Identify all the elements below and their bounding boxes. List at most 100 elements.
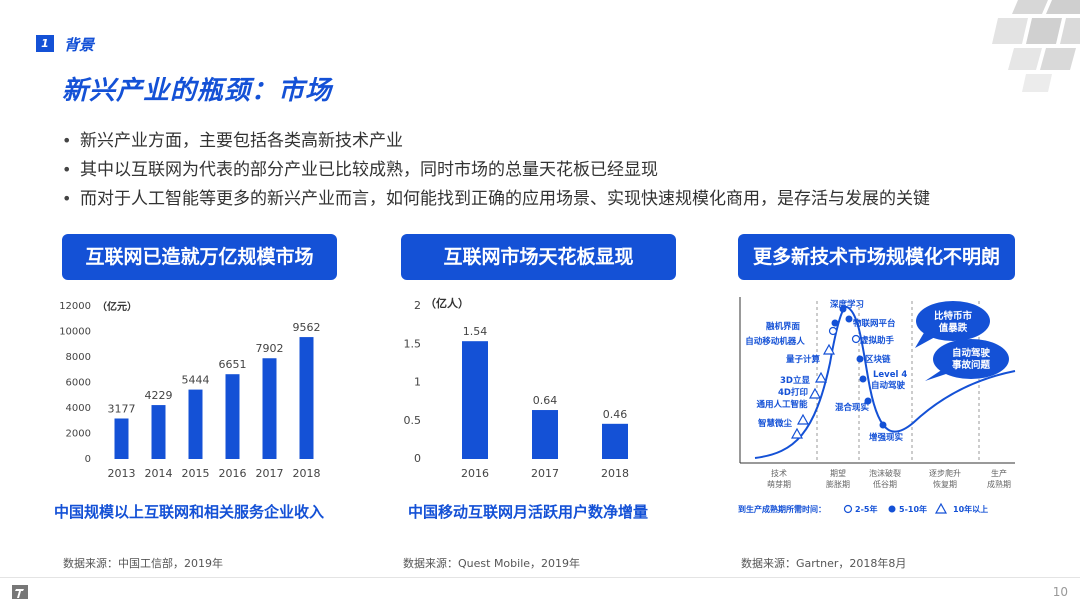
phase-label: 低谷期 xyxy=(873,479,897,489)
y-tick-label: 8000 xyxy=(66,352,91,363)
hype-cycle-diagram: 融机界面 自动移动机器人 量子计算 3D立显 4D打印 通用人工智能 智慧微尘 … xyxy=(738,297,1016,514)
y-tick-label: 1.5 xyxy=(404,337,422,350)
y-tick-label: 0 xyxy=(414,452,421,465)
brand-logo xyxy=(12,585,28,599)
bar xyxy=(151,405,166,459)
x-tick-label: 2015 xyxy=(182,467,210,480)
y-tick-label: 0 xyxy=(85,454,91,465)
svg-text:自动驾驶: 自动驾驶 xyxy=(952,347,991,359)
y-tick-label: 1 xyxy=(414,376,421,389)
open-circle-marker xyxy=(828,326,838,336)
hype-label: 深度学习 xyxy=(830,299,864,310)
callout-bubble-bitcoin: 比特币市 值暴跌 xyxy=(915,301,990,348)
phase-label: 技术 xyxy=(771,468,787,478)
x-tick-label: 2017 xyxy=(256,467,284,480)
bar xyxy=(114,418,129,459)
y-tick-label: 2000 xyxy=(66,429,91,440)
open-circle-marker xyxy=(851,334,861,344)
y-tick-label: 0.5 xyxy=(404,414,422,427)
bullet-item: • 而对于人工智能等更多的新兴产业而言，如何能找到正确的应用场景、实现快速规模化商… xyxy=(62,189,930,209)
phase-label: 期望 xyxy=(830,468,846,478)
bullet-list: • 新兴产业方面，主要包括各类高新技术产业 • 其中以互联网为代表的部分产业已比较成… xyxy=(62,126,930,213)
filled-circle-marker xyxy=(864,397,872,405)
y-tick-label: 4000 xyxy=(66,403,91,414)
filled-circle-marker xyxy=(831,319,839,327)
bar xyxy=(225,374,240,459)
y-tick-label: 6000 xyxy=(66,378,91,389)
bar xyxy=(602,423,628,459)
hype-label: 增强现实 xyxy=(869,432,904,443)
svg-text:5-10年: 5-10年 xyxy=(899,504,927,514)
hype-label: 3D立显 xyxy=(780,375,810,386)
hype-label: 混合现实 xyxy=(835,402,870,413)
section-number: 1 xyxy=(36,35,54,52)
filled-circle-marker xyxy=(856,355,864,363)
phase-label: 萌芽期 xyxy=(767,479,791,489)
bullet-item: • 新兴产业方面，主要包括各类高新技术产业 xyxy=(62,131,403,151)
filled-circle-marker xyxy=(879,421,887,429)
svg-text:2-5年: 2-5年 xyxy=(855,504,877,514)
triangle-marker xyxy=(822,343,836,355)
x-tick-label: 2016 xyxy=(461,467,489,480)
hype-label: 融机界面 xyxy=(766,321,801,332)
triangle-marker xyxy=(814,371,828,383)
value-label: 4229 xyxy=(145,389,173,402)
value-label: 0.46 xyxy=(603,408,628,421)
hype-label: 自动移动机器人 xyxy=(745,336,805,347)
value-label: 3177 xyxy=(108,402,136,415)
value-label: 1.54 xyxy=(463,325,488,338)
hype-label: 智慧微尘 xyxy=(757,418,793,429)
x-tick-label: 2018 xyxy=(293,467,321,480)
phase-label: 生产 xyxy=(991,468,1007,478)
bar xyxy=(299,337,314,459)
bar xyxy=(188,389,203,459)
panel3-source: 数据来源：Gartner，2018年8月 xyxy=(741,557,907,570)
revenue-bar-chart: （亿元） 0 2000 4000 6000 8000 10000 12000 3177 2013 4… xyxy=(59,300,321,480)
x-tick-label: 2016 xyxy=(219,467,247,480)
footer-divider xyxy=(0,577,1080,578)
hype-label: 虚拟助手 xyxy=(860,335,895,346)
value-label: 0.64 xyxy=(533,394,558,407)
bar xyxy=(532,410,558,459)
hype-label: 4D打印 xyxy=(778,387,808,398)
panel1-caption: 中国规模以上互联网和相关服务企业收入 xyxy=(54,503,325,521)
svg-text:事故问题: 事故问题 xyxy=(952,359,991,371)
hype-label: Level 4 xyxy=(873,370,907,380)
corner-decoration xyxy=(992,0,1080,92)
value-label: 5444 xyxy=(182,374,210,387)
panel3-header: 更多新技术市场规模化不明朗 xyxy=(738,234,1015,280)
panel1-header: 互联网已造就万亿规模市场 xyxy=(62,234,337,280)
y-tick-label: 12000 xyxy=(59,301,91,312)
hype-label: 物联网平台 xyxy=(853,318,896,329)
svg-text:到生产成熟期所需时间：: 到生产成熟期所需时间： xyxy=(738,504,826,514)
page-number: 10 xyxy=(1052,585,1068,599)
mau-increase-bar-chart: （亿人） 0 0.5 1 1.5 2 1.54 2016 0.64 2017 0.46 2018 xyxy=(404,296,630,480)
bar xyxy=(262,358,277,459)
hype-label: 自动驾驶 xyxy=(871,380,906,391)
panel2-header: 互联网市场天花板显现 xyxy=(401,234,676,280)
x-tick-label: 2013 xyxy=(108,467,136,480)
hype-label: 区块链 xyxy=(865,354,891,365)
phase-label: 膨胀期 xyxy=(826,479,850,489)
filled-circle-marker xyxy=(839,305,847,313)
page-title: 新兴产业的瓶颈：市场 xyxy=(62,76,333,106)
panel2-source: 数据来源：Quest Mobile，2019年 xyxy=(403,557,581,570)
filled-circle-marker xyxy=(845,315,853,323)
phase-label: 成熟期 xyxy=(987,479,1011,489)
x-tick-label: 2017 xyxy=(531,467,559,480)
x-tick-label: 2018 xyxy=(601,467,629,480)
hype-label: 量子计算 xyxy=(786,354,821,365)
bar xyxy=(462,341,488,459)
panel2-caption: 中国移动互联网月活跃用户数净增量 xyxy=(408,503,649,521)
svg-text:比特币市: 比特币市 xyxy=(934,310,973,322)
filled-circle-marker xyxy=(859,375,867,383)
unit-label: （亿人） xyxy=(425,296,469,310)
triangle-marker xyxy=(796,413,810,425)
hype-label: 通用人工智能 xyxy=(756,399,808,410)
value-label: 6651 xyxy=(219,358,247,371)
phase-label: 恢复期 xyxy=(933,479,957,489)
phase-label: 逐步爬升 xyxy=(929,468,961,478)
triangle-marker xyxy=(790,427,804,439)
hype-legend: 到生产成熟期所需时间： 2-5年 5-10年 10年以上 xyxy=(738,502,988,514)
panel1-source: 数据来源：中国工信部，2019年 xyxy=(63,557,223,570)
